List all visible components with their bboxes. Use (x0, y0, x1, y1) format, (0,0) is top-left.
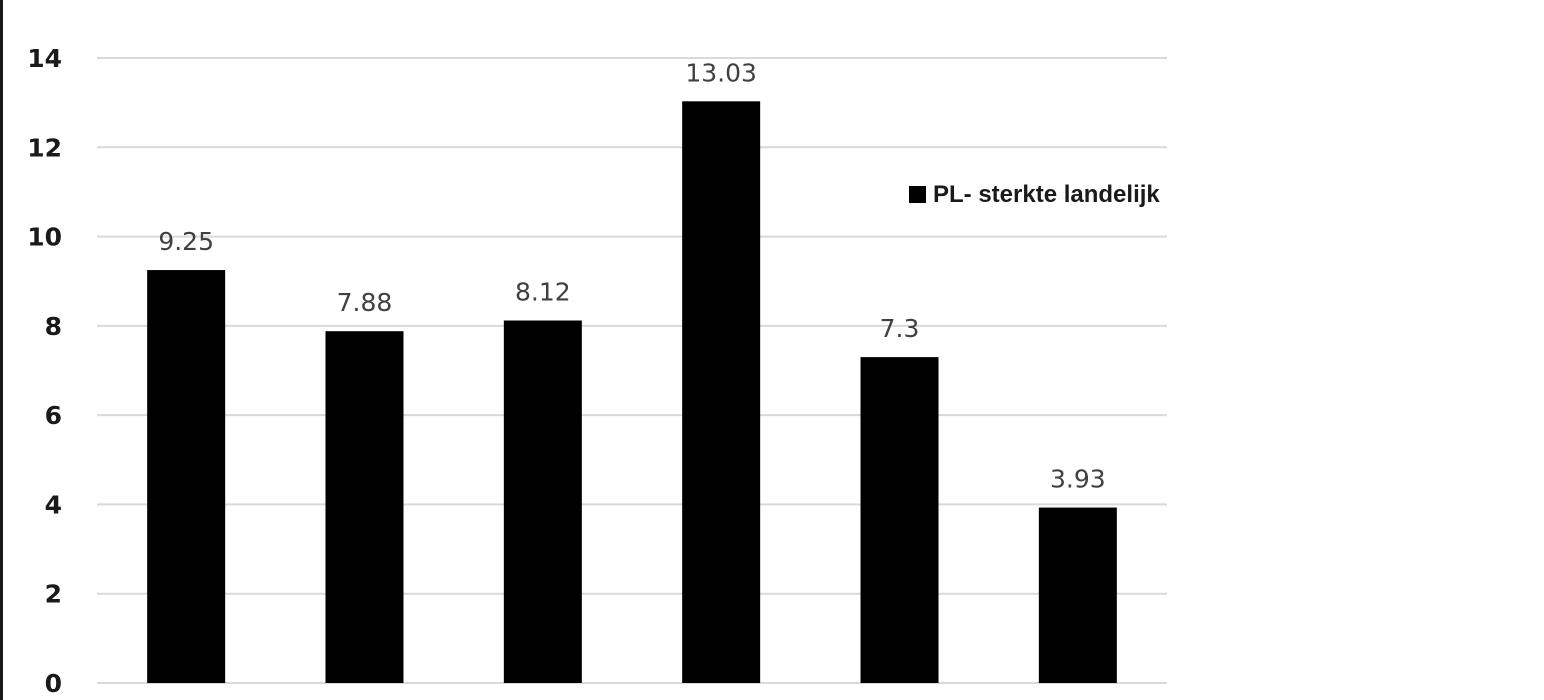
y-tick-label-12: 12 (27, 133, 62, 162)
y-axis-tick-labels: 0 2 4 6 8 10 12 14 (27, 44, 62, 698)
data-label-2: 7.88 (337, 288, 393, 317)
legend-swatch (909, 186, 926, 203)
gridlines (97, 57, 1167, 684)
bars (147, 101, 1117, 683)
y-tick-label-14: 14 (27, 44, 62, 73)
bar-2 (325, 331, 404, 683)
y-tick-label-4: 4 (45, 490, 62, 519)
data-label-1: 9.25 (158, 227, 214, 256)
bar-4 (682, 101, 761, 683)
y-tick-label-0: 0 (45, 669, 62, 698)
y-tick-label-6: 6 (45, 401, 62, 430)
data-label-3: 8.12 (515, 278, 571, 307)
legend: PL- sterkte landelijk (909, 181, 1160, 208)
y-tick-label-10: 10 (27, 223, 62, 252)
bar-6 (1038, 507, 1117, 683)
data-label-4: 13.03 (685, 58, 757, 87)
data-label-6: 3.93 (1050, 465, 1106, 494)
y-tick-label-2: 2 (45, 580, 62, 609)
data-label-5: 7.3 (880, 314, 920, 343)
y-tick-label-8: 8 (45, 312, 62, 341)
bar-3 (503, 320, 582, 683)
bar-5 (860, 357, 939, 683)
legend-entry-label: PL- sterkte landelijk (933, 181, 1160, 208)
data-labels: 9.25 7.88 8.12 13.03 7.3 3.93 (158, 58, 1105, 493)
bar-1 (147, 270, 226, 683)
